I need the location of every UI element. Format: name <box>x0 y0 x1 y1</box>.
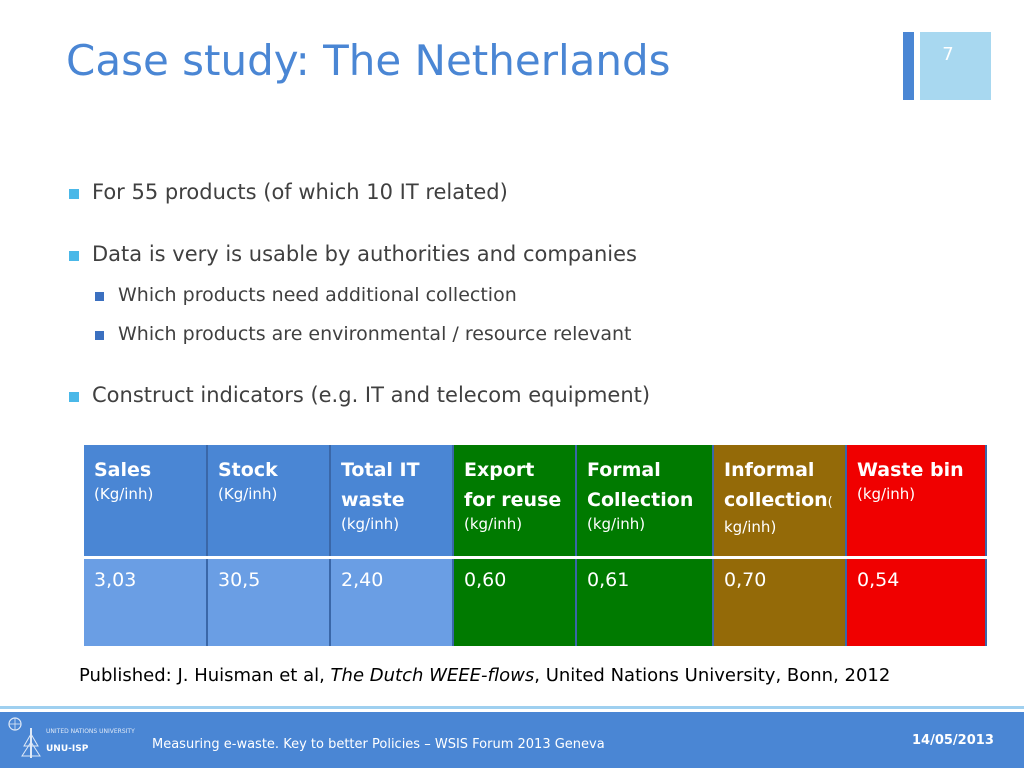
footer-bar <box>0 712 1024 768</box>
header-label: Sales <box>94 459 152 481</box>
header-sales: Sales (Kg/inh) <box>84 445 208 559</box>
cell-formal-collection-value: 0,61 <box>576 557 714 646</box>
cell-value: 0,70 <box>724 568 767 591</box>
bullet-item: Data is very is usable by authorities an… <box>92 242 637 266</box>
cell-sales-value: 3,03 <box>84 557 208 646</box>
slide-number-accent <box>903 32 914 100</box>
cell-informal-collection-value: 0,70 <box>713 557 847 646</box>
citation-suffix: , United Nations University, Bonn, 2012 <box>534 665 891 686</box>
sub-bullet-marker <box>95 331 104 340</box>
header-unit: (kg/inh) <box>464 515 523 533</box>
logo-unu-isp: UNU-ISP <box>46 744 89 754</box>
table-row: 3,03 30,5 2,40 0,60 0,61 0,70 0,54 <box>84 557 987 646</box>
slide-number: 7 <box>942 44 954 65</box>
header-formal-collection: Formal Collection (kg/inh) <box>576 445 714 559</box>
bullet-item: Construct indicators (e.g. IT and teleco… <box>92 383 651 407</box>
bullet-item: For 55 products (of which 10 IT related) <box>92 180 508 204</box>
sub-bullet-marker <box>95 292 104 301</box>
header-informal-collection: Informal collection( kg/inh) <box>713 445 847 559</box>
cell-value: 0,61 <box>587 568 630 591</box>
header-label: Export <box>464 459 535 481</box>
cell-value: 2,40 <box>341 568 384 591</box>
cell-value: 0,60 <box>464 568 507 591</box>
header-unit-prefix: ( <box>827 495 833 510</box>
header-unit: (kg/inh) <box>341 515 400 533</box>
cell-value: 30,5 <box>218 568 261 591</box>
header-label: Formal <box>587 459 661 481</box>
cell-total-it-waste-value: 2,40 <box>330 557 454 646</box>
header-label-line2: Collection <box>587 489 694 511</box>
page-title: Case study: The Netherlands <box>66 36 671 85</box>
header-stock: Stock (Kg/inh) <box>207 445 331 559</box>
citation: Published: J. Huisman et al, The Dutch W… <box>79 665 890 686</box>
header-label: Informal <box>724 459 815 481</box>
header-label-line2: for reuse <box>464 489 562 511</box>
header-unit: kg/inh) <box>724 518 777 536</box>
logo-university-name: UNITED NATIONS UNIVERSITY <box>46 728 135 735</box>
cell-stock-value: 30,5 <box>207 557 331 646</box>
header-unit: (kg/inh) <box>857 485 916 503</box>
header-label: Stock <box>218 459 278 481</box>
cell-export-for-reuse-value: 0,60 <box>453 557 577 646</box>
header-label: Total IT <box>341 459 420 481</box>
header-label-line2-wrap: collection( <box>724 485 835 518</box>
indicator-table: Sales (Kg/inh) Stock (Kg/inh) Total IT w… <box>84 445 987 646</box>
footer-text: Measuring e-waste. Key to better Policie… <box>152 737 605 752</box>
table-header-row: Sales (Kg/inh) Stock (Kg/inh) Total IT w… <box>84 445 987 559</box>
bullet-marker <box>69 251 79 261</box>
header-unit: (Kg/inh) <box>218 485 278 503</box>
header-label: Waste bin <box>857 459 964 481</box>
footer-divider <box>0 706 1024 709</box>
sub-bullet-item: Which products are environmental / resou… <box>118 323 632 345</box>
citation-prefix: Published: J. Huisman et al, <box>79 665 331 686</box>
slide-number-box <box>920 32 991 100</box>
footer-date: 14/05/2013 <box>912 733 994 748</box>
header-waste-bin: Waste bin (kg/inh) <box>846 445 987 559</box>
bullet-marker <box>69 392 79 402</box>
header-label-line2: collection <box>724 489 828 511</box>
header-label-line2: waste <box>341 489 405 511</box>
header-unit: (kg/inh) <box>587 515 646 533</box>
bullet-marker <box>69 189 79 199</box>
cell-value: 3,03 <box>94 568 137 591</box>
header-export-for-reuse: Export for reuse (kg/inh) <box>453 445 577 559</box>
sub-bullet-item: Which products need additional collectio… <box>118 284 517 306</box>
header-unit: (Kg/inh) <box>94 485 154 503</box>
un-emblem-icon <box>8 717 41 758</box>
header-total-it-waste: Total IT waste (kg/inh) <box>330 445 454 559</box>
cell-waste-bin-value: 0,54 <box>846 557 987 646</box>
citation-title: The Dutch WEEE-flows <box>330 665 535 686</box>
cell-value: 0,54 <box>857 568 900 591</box>
